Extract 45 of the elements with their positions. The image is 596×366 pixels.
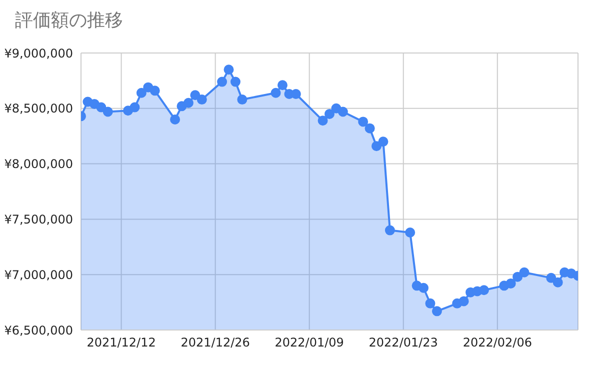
chart-title: 評価額の推移 bbox=[15, 9, 123, 32]
point bbox=[183, 98, 194, 108]
point bbox=[384, 225, 395, 236]
point bbox=[458, 296, 469, 306]
point bbox=[318, 116, 328, 126]
point bbox=[277, 80, 288, 90]
point bbox=[150, 86, 160, 96]
x-tick-label: 2022/01/09 bbox=[274, 336, 344, 350]
point bbox=[478, 285, 489, 296]
y-tick-label: ¥6,500,000 bbox=[4, 323, 73, 338]
point bbox=[418, 282, 429, 293]
point bbox=[136, 88, 146, 98]
point bbox=[405, 227, 416, 238]
point bbox=[506, 278, 516, 288]
point bbox=[519, 267, 530, 278]
point bbox=[96, 102, 106, 112]
point bbox=[552, 277, 563, 288]
point bbox=[372, 141, 382, 152]
point bbox=[102, 106, 113, 117]
point bbox=[237, 94, 248, 105]
point bbox=[364, 123, 375, 134]
point bbox=[425, 298, 436, 308]
point bbox=[130, 102, 140, 112]
point bbox=[432, 306, 442, 316]
y-tick-label: ¥7,500,000 bbox=[4, 212, 73, 226]
point bbox=[512, 272, 523, 282]
x-tick-label: 2021/12/26 bbox=[180, 336, 250, 350]
point bbox=[224, 64, 234, 75]
point bbox=[338, 106, 348, 117]
point bbox=[170, 114, 180, 124]
point bbox=[546, 272, 556, 283]
point bbox=[324, 108, 334, 119]
x-tick-label: 2022/02/06 bbox=[462, 336, 532, 350]
point bbox=[378, 136, 388, 147]
point bbox=[270, 88, 281, 98]
x-tick-label: 2021/12/12 bbox=[86, 336, 156, 350]
point bbox=[358, 116, 368, 127]
point bbox=[196, 94, 207, 105]
y-tick-label: ¥9,000,000 bbox=[4, 46, 73, 60]
point bbox=[230, 76, 240, 87]
y-tick-label: ¥8,500,000 bbox=[4, 102, 73, 116]
y-tick-label: ¥8,000,000 bbox=[4, 157, 73, 172]
y-tick-label: ¥7,000,000 bbox=[4, 268, 73, 282]
point bbox=[217, 76, 228, 87]
x-tick-label: 2022/01/23 bbox=[368, 336, 438, 350]
